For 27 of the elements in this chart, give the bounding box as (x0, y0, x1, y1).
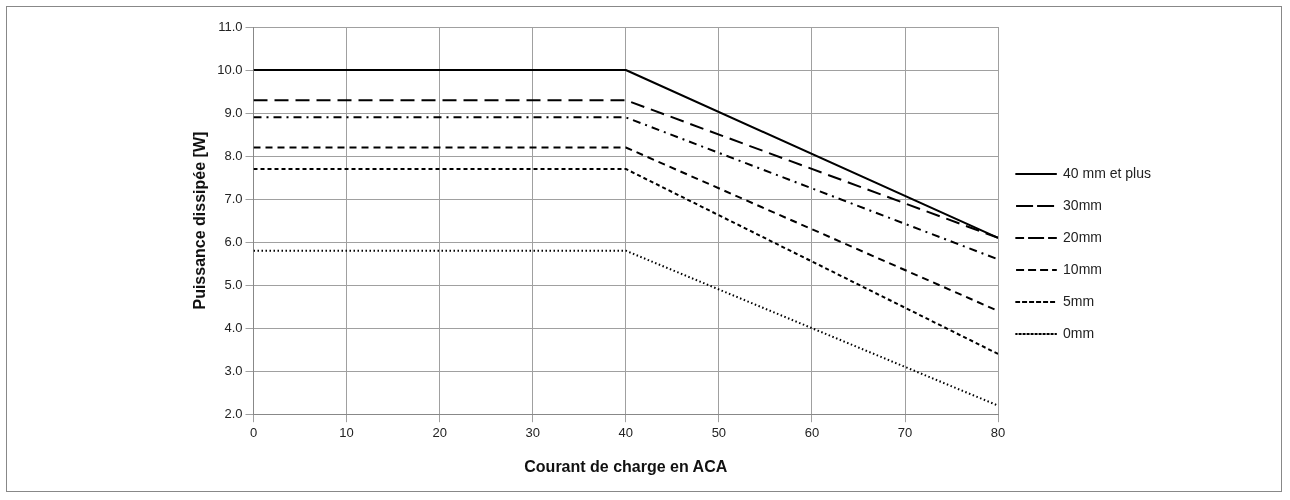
x-tick-label: 70 (897, 424, 913, 440)
y-tick-label: 3.0 (224, 362, 243, 378)
y-tick-label: 10.0 (217, 61, 243, 77)
legend-label: 20mm (1063, 228, 1102, 245)
x-tick-label: 40 (618, 424, 634, 440)
y-tick-label: 7.0 (224, 190, 243, 206)
x-tick-label: 20 (432, 424, 447, 440)
y-tick-label: 11.0 (218, 18, 243, 34)
x-tick-label: 10 (339, 424, 354, 440)
y-tick-label: 6.0 (224, 233, 243, 249)
legend-label: 30mm (1063, 196, 1102, 213)
y-tick-label: 5.0 (224, 276, 243, 292)
x-tick-label: 0 (249, 424, 258, 440)
y-tick-label: 9.0 (224, 104, 243, 120)
y-tick-label: 2.0 (224, 405, 243, 421)
y-axis-title: Puissance dissipée [W] (191, 131, 209, 310)
y-tick-label: 8.0 (224, 147, 243, 163)
x-tick-label: 80 (990, 424, 1006, 440)
legend-label: 0mm (1063, 324, 1095, 341)
x-tick-label: 60 (804, 424, 820, 440)
x-tick-label: 30 (525, 424, 540, 440)
x-axis-title: Courant de charge en ACA (524, 457, 728, 475)
legend-label: 5mm (1063, 292, 1095, 309)
legend-label: 10mm (1063, 260, 1102, 277)
x-tick-label: 50 (711, 424, 727, 440)
legend-label: 40 mm et plus (1063, 164, 1152, 181)
y-tick-label: 4.0 (224, 319, 243, 335)
